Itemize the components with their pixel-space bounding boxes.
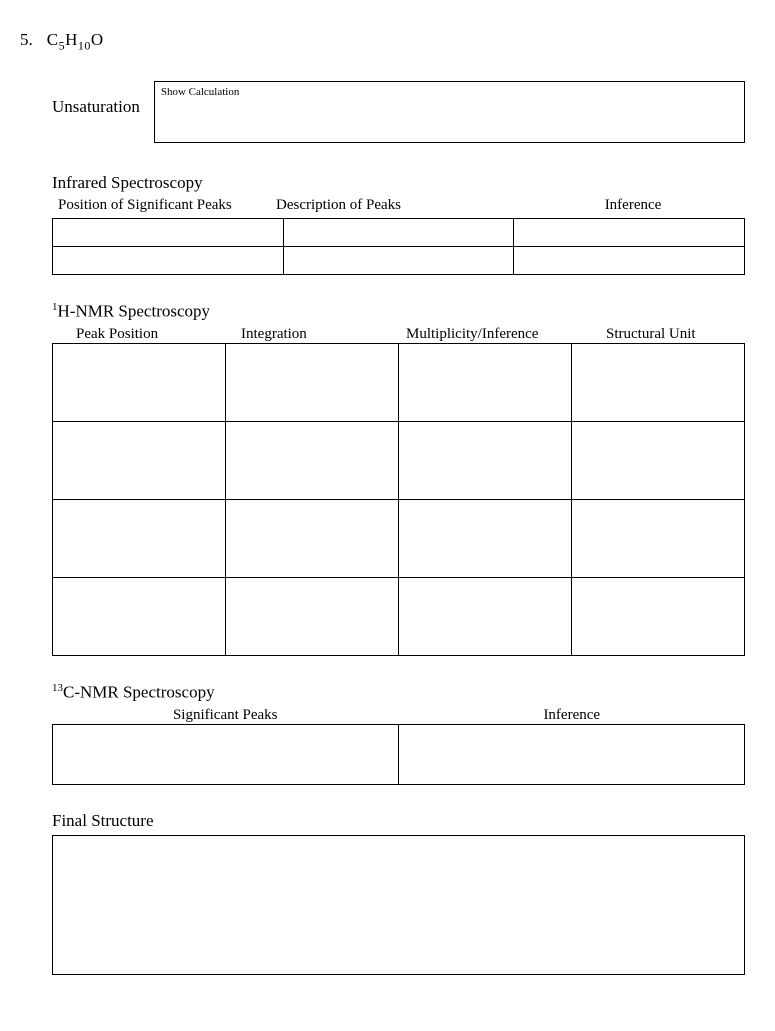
hnmr-cell[interactable] <box>572 578 745 656</box>
ir-header-position: Position of Significant Peaks <box>58 197 276 214</box>
final-section: Final Structure <box>52 811 745 975</box>
table-row <box>53 724 745 784</box>
cnmr-cell[interactable] <box>399 724 745 784</box>
question-header: 5. C5H10O <box>20 30 745 53</box>
molecular-formula: C5H10O <box>47 30 104 53</box>
ir-title: Infrared Spectroscopy <box>52 173 745 193</box>
hnmr-cell[interactable] <box>53 344 226 422</box>
hnmr-cell[interactable] <box>572 344 745 422</box>
hnmr-cell[interactable] <box>226 578 399 656</box>
unsaturation-row: Unsaturation Show Calculation <box>52 81 745 143</box>
cnmr-title: 13C-NMR Spectroscopy <box>52 682 745 703</box>
ir-cell[interactable] <box>283 247 514 275</box>
ir-table <box>52 218 745 275</box>
ir-section: Infrared Spectroscopy Position of Signif… <box>52 173 745 275</box>
hnmr-cell[interactable] <box>399 344 572 422</box>
question-number: 5. <box>20 30 33 50</box>
hnmr-cell[interactable] <box>572 500 745 578</box>
cnmr-section: 13C-NMR Spectroscopy Significant Peaks I… <box>52 682 745 785</box>
hnmr-section: 1H-NMR Spectroscopy Peak Position Integr… <box>52 301 745 656</box>
final-structure-box[interactable] <box>52 835 745 975</box>
ir-cell[interactable] <box>53 219 284 247</box>
hnmr-cell[interactable] <box>53 422 226 500</box>
table-row <box>53 578 745 656</box>
cnmr-table <box>52 724 745 785</box>
hnmr-header-multiplicity: Multiplicity/Inference <box>406 326 606 343</box>
hnmr-title: 1H-NMR Spectroscopy <box>52 301 745 322</box>
show-calculation-box[interactable]: Show Calculation <box>154 81 745 143</box>
hnmr-header-structural: Structural Unit <box>606 326 745 343</box>
table-row <box>53 219 745 247</box>
ir-cell[interactable] <box>283 219 514 247</box>
cnmr-sup: 13 <box>52 682 63 694</box>
ir-cell[interactable] <box>53 247 284 275</box>
hnmr-title-text: H-NMR Spectroscopy <box>58 302 211 321</box>
cnmr-headers: Significant Peaks Inference <box>52 707 745 724</box>
hnmr-cell[interactable] <box>399 422 572 500</box>
formula-el: C <box>47 30 59 49</box>
hnmr-cell[interactable] <box>572 422 745 500</box>
hnmr-header-peak: Peak Position <box>76 326 241 343</box>
hnmr-cell[interactable] <box>226 500 399 578</box>
cnmr-title-text: C-NMR Spectroscopy <box>63 683 215 702</box>
ir-cell[interactable] <box>514 219 745 247</box>
unsaturation-label: Unsaturation <box>52 81 140 117</box>
hnmr-header-integration: Integration <box>241 326 406 343</box>
final-title: Final Structure <box>52 811 745 831</box>
hnmr-cell[interactable] <box>399 578 572 656</box>
table-row <box>53 422 745 500</box>
table-row <box>53 500 745 578</box>
hnmr-cell[interactable] <box>399 500 572 578</box>
table-row <box>53 247 745 275</box>
cnmr-header-inference: Inference <box>399 707 746 724</box>
ir-header-description: Description of Peaks <box>276 197 521 214</box>
show-calculation-label: Show Calculation <box>161 86 240 98</box>
hnmr-cell[interactable] <box>53 500 226 578</box>
formula-el: H <box>65 30 78 49</box>
cnmr-cell[interactable] <box>53 724 399 784</box>
formula-sub: 10 <box>78 38 91 52</box>
hnmr-headers: Peak Position Integration Multiplicity/I… <box>76 326 745 343</box>
hnmr-table <box>52 343 745 656</box>
hnmr-cell[interactable] <box>53 578 226 656</box>
cnmr-header-peaks: Significant Peaks <box>52 707 399 724</box>
table-row <box>53 344 745 422</box>
ir-cell[interactable] <box>514 247 745 275</box>
ir-headers: Position of Significant Peaks Descriptio… <box>58 197 745 214</box>
ir-header-inference: Inference <box>521 197 745 214</box>
hnmr-cell[interactable] <box>226 344 399 422</box>
hnmr-cell[interactable] <box>226 422 399 500</box>
formula-el: O <box>91 30 104 49</box>
